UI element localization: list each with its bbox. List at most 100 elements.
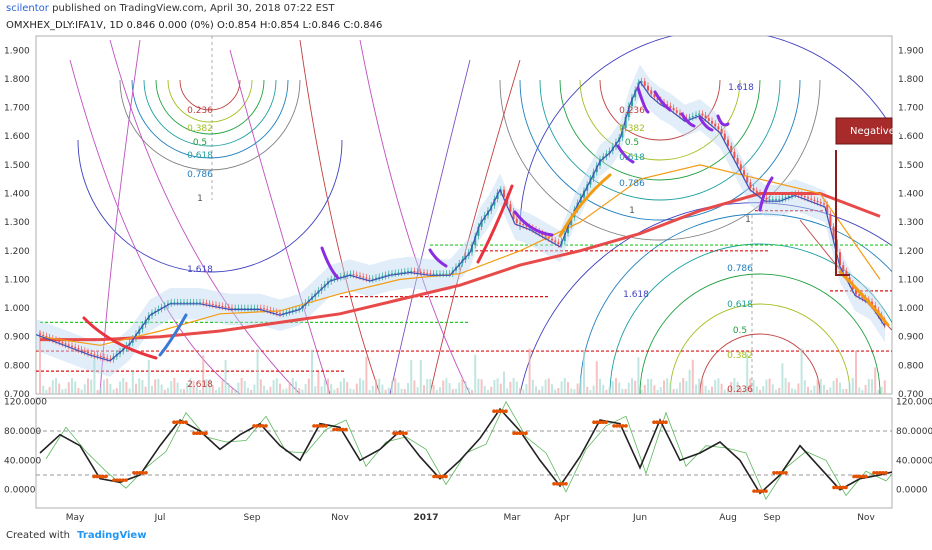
volume-bar-188 xyxy=(640,389,643,394)
candle-body-111 xyxy=(394,272,397,274)
volume-bar-82 xyxy=(301,389,304,394)
candle-body-81 xyxy=(298,308,301,310)
y-tick-right-8: 1.100 xyxy=(898,275,924,285)
osc-dot-7-0 xyxy=(172,420,176,425)
candle-body-150 xyxy=(519,222,521,225)
volume-bar-29 xyxy=(131,371,134,394)
osc-dot-28-0 xyxy=(592,420,596,425)
volume-bar-173 xyxy=(592,385,595,394)
volume-bar-14 xyxy=(83,384,86,394)
candle-body-50 xyxy=(199,302,201,304)
volume-bar-135 xyxy=(471,389,473,394)
y-tick-left-1: 1.800 xyxy=(4,75,30,85)
volume-bar-254 xyxy=(851,378,854,394)
volume-bar-146 xyxy=(506,388,509,394)
candle-body-72 xyxy=(269,310,272,312)
fib-mid-5: 1 xyxy=(629,206,635,216)
candle-body-221 xyxy=(746,176,749,183)
candle-body-63 xyxy=(240,308,243,310)
volume-bar-203 xyxy=(688,369,691,394)
osc-dot-20-0 xyxy=(432,474,436,479)
candle-body-192 xyxy=(653,94,656,98)
author-link[interactable]: scilentor xyxy=(6,3,49,14)
volume-bar-56 xyxy=(218,387,221,394)
volume-bar-199 xyxy=(675,388,678,394)
volume-bar-261 xyxy=(874,367,877,394)
volume-bar-212 xyxy=(717,378,720,394)
volume-bar-33 xyxy=(144,386,147,394)
candle-body-79 xyxy=(291,310,294,312)
y-tick-right-9: 1.000 xyxy=(898,304,924,314)
volume-bar-245 xyxy=(823,384,825,394)
candle-body-60 xyxy=(231,307,233,309)
volume-bar-144 xyxy=(499,383,502,394)
fib-left-1: 0.382 xyxy=(187,124,213,134)
arc-right-2 xyxy=(669,303,851,394)
volume-bar-210 xyxy=(711,386,713,394)
osc-dot-4-6 xyxy=(118,478,122,482)
x-tick-1: Jul xyxy=(154,513,166,523)
volume-bar-27 xyxy=(125,381,128,394)
candle-body-209 xyxy=(707,118,710,121)
candle-body-239 xyxy=(803,196,806,198)
volume-bar-130 xyxy=(455,388,457,394)
candle-body-230 xyxy=(775,199,777,201)
candle-body-244 xyxy=(819,202,822,204)
volume-bar-247 xyxy=(829,387,832,394)
volume-bar-15 xyxy=(87,378,89,394)
osc-dot-15-9 xyxy=(341,427,345,432)
osc-dot-18-6 xyxy=(398,431,402,436)
x-tick-4: 2017 xyxy=(413,513,438,523)
candle-body-65 xyxy=(247,308,249,310)
osc-dot-4-12 xyxy=(124,478,128,482)
volume-bar-73 xyxy=(272,380,275,394)
y-tick-right-6: 1.300 xyxy=(898,218,924,228)
volume-bar-31 xyxy=(138,378,141,394)
candle-body-51 xyxy=(202,302,205,304)
volume-bar-19 xyxy=(99,386,102,394)
fib-right-5: 0.382 xyxy=(727,351,753,361)
tradingview-logo[interactable]: TradingView xyxy=(77,530,147,541)
volume-bar-4 xyxy=(51,380,54,394)
volume-bar-20 xyxy=(103,379,105,394)
volume-bar-149 xyxy=(515,381,518,394)
volume-bar-179 xyxy=(611,380,614,394)
volume-bar-106 xyxy=(378,378,381,394)
volume-bar-112 xyxy=(397,382,400,394)
candle-body-92 xyxy=(333,278,336,280)
volume-bar-219 xyxy=(739,388,742,394)
footer: Created with TradingView xyxy=(6,530,146,541)
volume-bar-91 xyxy=(330,384,333,394)
candle-body-62 xyxy=(237,308,240,310)
volume-bar-23 xyxy=(112,389,115,394)
osc-dot-5-3 xyxy=(135,471,139,475)
candle-body-177 xyxy=(605,153,608,157)
negative-callout[interactable]: Negative v xyxy=(835,117,904,276)
candle-body-76 xyxy=(282,312,285,314)
volume-bar-137 xyxy=(477,378,480,394)
x-tick-0: May xyxy=(66,513,85,523)
volume-bar-96 xyxy=(346,381,349,394)
osc-dot-14-9 xyxy=(321,424,325,428)
volume-bar-216 xyxy=(730,381,733,394)
volume-bar-126 xyxy=(442,380,445,394)
volume-bar-164 xyxy=(563,378,566,394)
fib-right-1: 1 xyxy=(745,215,751,225)
volume-bar-168 xyxy=(576,383,579,394)
volume-bar-131 xyxy=(458,382,461,394)
candle-body-232 xyxy=(781,198,784,200)
osc-dot-7-12 xyxy=(184,420,188,425)
volume-bar-77 xyxy=(285,388,288,394)
volume-bar-75 xyxy=(279,383,281,394)
volume-bar-85 xyxy=(311,349,313,394)
candle-body-125 xyxy=(439,273,441,275)
volume-bar-227 xyxy=(765,379,768,394)
candle-body-13 xyxy=(80,349,83,351)
candle-body-78 xyxy=(288,311,291,313)
fib-left-4: 0.786 xyxy=(187,170,213,180)
osc-dot-8-9 xyxy=(201,431,205,436)
highlight-arc-6 xyxy=(653,90,672,112)
osc-dot-4-3 xyxy=(115,478,119,482)
volume-bar-60 xyxy=(231,389,233,394)
